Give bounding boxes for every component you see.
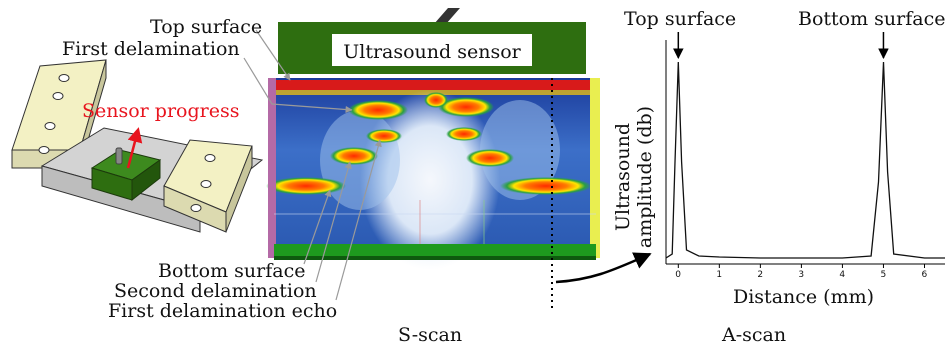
to-ascan-arrow [555,252,652,284]
ultrasound-sensor-box: Ultrasound sensor [332,34,532,66]
sensor-progress-label: Sensor progress [82,100,240,122]
callout-first-delamination: First delamination [62,38,240,60]
ascan-x-tick-label: 5 [880,270,887,280]
ascan-x-tick-label: 4 [839,270,846,280]
ascan-x-tick-label: 0 [675,270,682,280]
ascan-series-line [665,61,945,259]
ascan-y-axis-label: Ultrasound amplitude (db) [612,82,656,272]
ascan-peak-label-bottom: Bottom surface [798,8,946,30]
ascan-x-tick-label: 6 [921,270,928,280]
sscan-caption: S-scan [398,324,463,346]
callout-leaders [243,29,382,301]
ascan-chart [665,32,945,268]
specimen-drawing [11,59,264,233]
ascan-x-tick-label: 3 [798,270,805,280]
ascan-y-axis-label-line-1: Ultrasound [612,123,634,231]
ascan-x-tick-label: 2 [757,270,764,280]
ascan-caption: A-scan [722,324,787,346]
callout-top-surface: Top surface [150,16,263,38]
ascan-y-axis-label-line-2: amplitude (db) [634,105,656,249]
ultrasound-sensor-label: Ultrasound sensor [343,41,521,63]
callout-first-delamination-echo: First delamination echo [108,300,338,322]
ascan-x-axis-label: Distance (mm) [733,286,875,308]
callout-second-delamination: Second delamination [114,280,317,302]
callout-bottom-surface: Bottom surface [158,260,306,282]
ascan-x-tick-label: 1 [716,270,723,280]
ascan-peak-label-top: Top surface [624,8,737,30]
